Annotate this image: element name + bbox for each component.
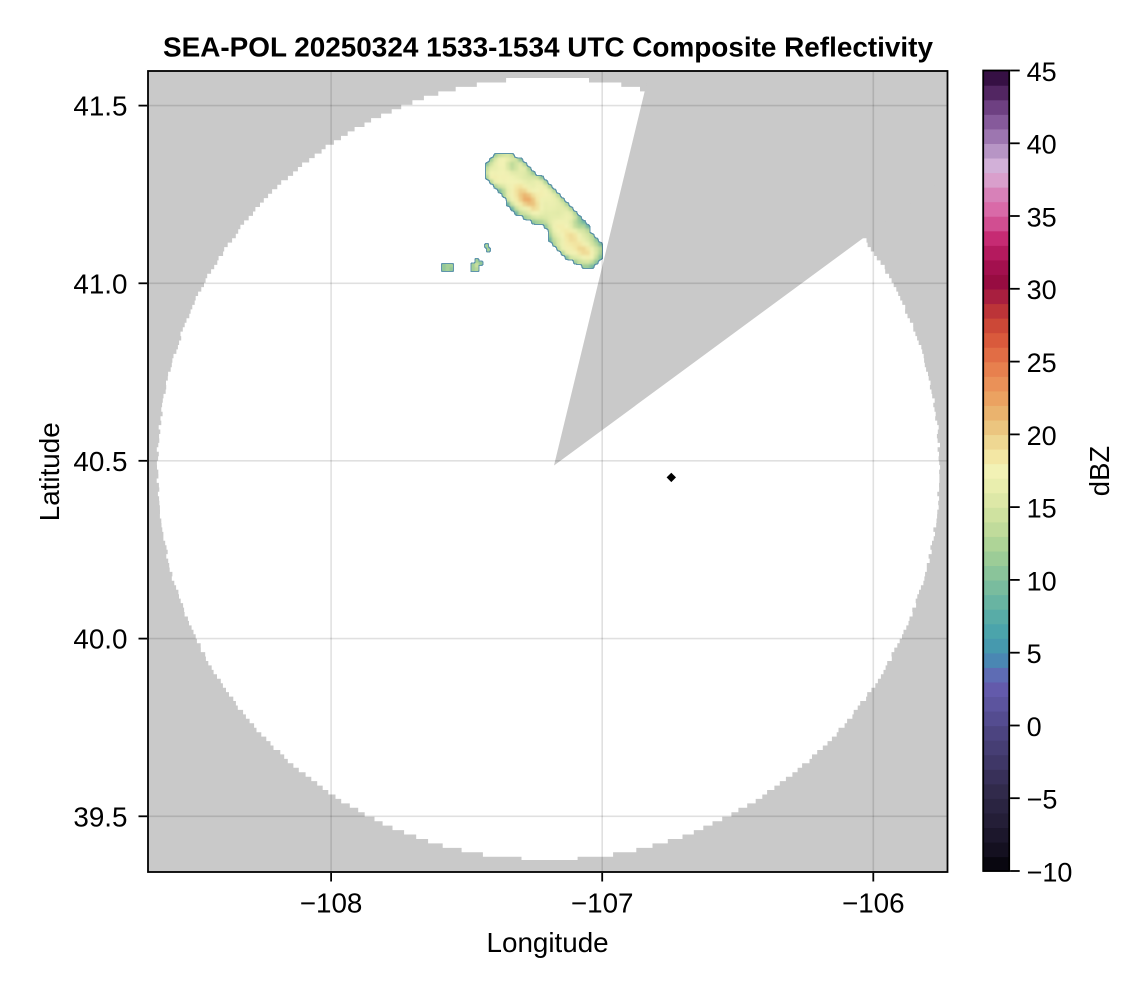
- svg-text:25: 25: [1027, 348, 1057, 378]
- svg-text:10: 10: [1027, 566, 1057, 596]
- svg-text:−10: −10: [1027, 857, 1073, 887]
- svg-text:39.5: 39.5: [73, 801, 127, 832]
- svg-text:−107: −107: [571, 888, 634, 919]
- svg-text:40.0: 40.0: [73, 624, 127, 655]
- svg-text:dBZ: dBZ: [1084, 446, 1115, 496]
- svg-text:15: 15: [1027, 494, 1057, 524]
- svg-text:30: 30: [1027, 275, 1057, 305]
- svg-text:35: 35: [1027, 202, 1057, 232]
- svg-text:45: 45: [1027, 57, 1057, 87]
- svg-text:41.5: 41.5: [73, 91, 127, 122]
- svg-text:40: 40: [1027, 130, 1057, 160]
- svg-text:5: 5: [1027, 639, 1042, 669]
- svg-text:20: 20: [1027, 421, 1057, 451]
- svg-text:SEA-POL 20250324 1533-1534 UTC: SEA-POL 20250324 1533-1534 UTC Composite…: [163, 32, 933, 63]
- svg-text:Longitude: Longitude: [487, 927, 609, 958]
- svg-text:−106: −106: [842, 888, 905, 919]
- svg-text:−5: −5: [1027, 785, 1058, 815]
- svg-text:Latitude: Latitude: [34, 422, 65, 521]
- svg-text:41.0: 41.0: [73, 268, 127, 299]
- svg-text:0: 0: [1027, 712, 1042, 742]
- svg-text:−108: −108: [300, 888, 363, 919]
- svg-text:40.5: 40.5: [73, 446, 127, 477]
